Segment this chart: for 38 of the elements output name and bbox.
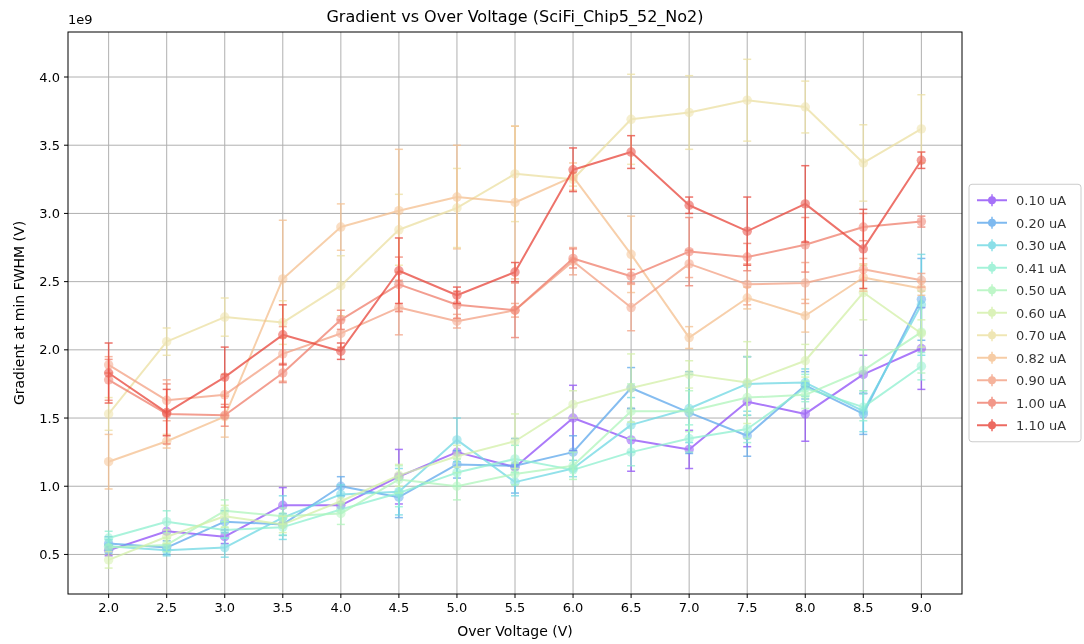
- y-tick-label: 1.0: [39, 478, 60, 494]
- legend-label: 0.90 uA: [1016, 373, 1067, 389]
- legend-label: 0.30 uA: [1016, 238, 1067, 254]
- y-tick-label: 4.0: [39, 69, 60, 85]
- legend-label: 1.00 uA: [1016, 395, 1067, 411]
- x-tick-label: 4.0: [330, 600, 352, 615]
- x-tick-label: 2.5: [156, 600, 178, 615]
- y-tick-label: 3.0: [39, 205, 60, 221]
- y-tick-label: 2.5: [39, 274, 60, 290]
- legend-label: 0.20 uA: [1016, 215, 1067, 231]
- legend-label: 1.10 uA: [1016, 418, 1067, 434]
- legend-label: 0.70 uA: [1016, 328, 1067, 344]
- x-tick-label: 2.0: [98, 600, 119, 615]
- text: 1e9: [68, 12, 93, 27]
- x-tick-label: 5.5: [504, 600, 526, 615]
- y-tick-label: 0.5: [39, 546, 60, 562]
- x-tick-label: 6.5: [620, 600, 642, 615]
- x-tick-label: 3.5: [272, 600, 294, 615]
- y-axis-title: Gradient at min FWHM (V): [11, 220, 27, 406]
- legend-label: 0.50 uA: [1016, 283, 1067, 299]
- x-tick-label: 8.0: [794, 600, 816, 615]
- x-tick-label: 7.0: [678, 600, 700, 615]
- x-tick-label: 3.0: [214, 600, 236, 615]
- x-tick-label: 7.5: [736, 600, 758, 615]
- legend-label: 0.82 uA: [1016, 350, 1067, 366]
- legend-label: 0.60 uA: [1016, 305, 1067, 321]
- x-tick-label: 4.5: [388, 600, 410, 615]
- chart-title: Gradient vs Over Voltage (SciFi_Chip5_52_No2): [326, 7, 704, 27]
- x-axis-title: Over Voltage (V): [457, 623, 573, 639]
- x-tick-label: 6.0: [562, 600, 584, 615]
- legend-label: 0.41 uA: [1016, 260, 1067, 276]
- y-tick-label: 3.5: [39, 137, 60, 153]
- y-tick-label: 1.5: [39, 410, 60, 426]
- x-tick-label: 9.0: [911, 600, 932, 615]
- x-tick-label: 5.0: [446, 600, 468, 615]
- legend-label: 0.10 uA: [1016, 193, 1067, 209]
- y-tick-label: 2.0: [39, 342, 60, 358]
- x-tick-label: 8.5: [852, 600, 874, 615]
